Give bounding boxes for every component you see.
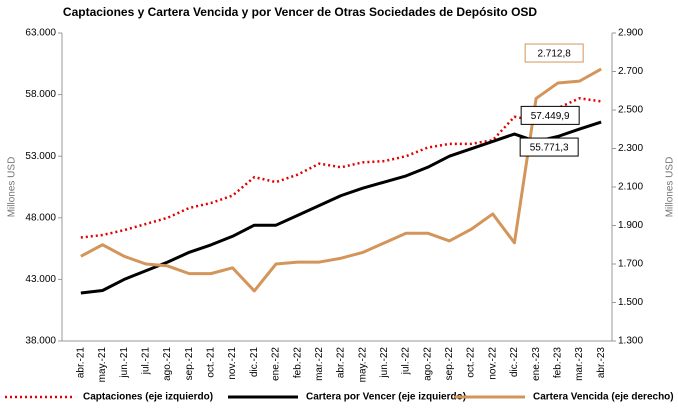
value-label: 55.771,3 [530,143,569,154]
y-axis-label: Millones USD [7,157,18,218]
y-tick-label: 43.000 [25,274,56,285]
y2-tick-label: 1.500 [618,297,643,308]
x-tick-label: oct.-21 [206,347,217,378]
series-line [80,97,602,239]
x-tick-label: dic.-22 [509,347,520,377]
x-tick-label: abr.-22 [336,347,347,379]
x-tick-label: feb.-22 [292,347,303,379]
series-line [80,67,602,293]
y-tick-label: 38.000 [25,336,56,347]
y-tick-label: 58.000 [25,89,56,100]
value-label-box [524,43,584,63]
y2-tick-label: 2.900 [618,28,643,39]
y2-tick-label: 2.300 [618,143,643,154]
x-tick-label: oct.-22 [466,347,477,378]
y2-axis-label: Millones USD [665,157,676,218]
value-label-box [520,105,580,125]
y2-tick-label: 2.500 [618,105,643,116]
x-tick-label: mar.-23 [574,347,585,381]
x-tick-label: nov.-22 [487,347,498,380]
y-tick-label: 63.000 [25,28,56,39]
x-tick-label: jun.-21 [119,347,130,379]
legend-label: Captaciones (eje izquierdo) [83,392,213,403]
x-tick-label: sep.-21 [184,347,195,381]
legend-label: Cartera por Vencer (eje izquierdo) [306,392,466,403]
y2-tick-label: 2.100 [618,182,643,193]
x-tick-label: abr.-23 [596,347,607,379]
y2-tick-label: 1.700 [618,259,643,270]
value-label: 2.712,8 [537,49,571,60]
y2-tick-label: 2.700 [618,66,643,77]
x-tick-label: ago.-22 [422,347,433,381]
x-tick-label: nov.-21 [227,347,238,380]
legend-label: Cartera Vencida (eje derecho) [533,392,674,403]
value-label: 57.449,9 [531,111,570,122]
x-tick-label: dic.-21 [249,347,260,377]
x-tick-label: abr.-21 [75,347,86,379]
value-label-box [519,137,579,157]
x-tick-label: ene.-23 [531,347,542,381]
series-line [80,120,602,295]
x-tick-label: jul.-22 [401,347,412,376]
x-tick-label: may.-22 [357,347,368,383]
x-tick-label: jun.-22 [379,347,390,379]
x-tick-label: feb.-23 [552,347,563,379]
y-tick-label: 48.000 [25,212,56,223]
x-tick-label: may.-21 [97,347,108,383]
x-tick-label: jul.-21 [141,347,152,376]
x-tick-label: mar.-22 [314,347,325,381]
y2-tick-label: 1.900 [618,220,643,231]
y-tick-label: 53.000 [25,151,56,162]
chart-title: Captaciones y Cartera Vencida y por Venc… [63,5,538,19]
x-tick-label: sep.-22 [444,347,455,381]
y2-tick-label: 1.300 [618,336,643,347]
x-tick-label: ene.-22 [271,347,282,381]
x-tick-label: ago.-21 [162,347,173,381]
